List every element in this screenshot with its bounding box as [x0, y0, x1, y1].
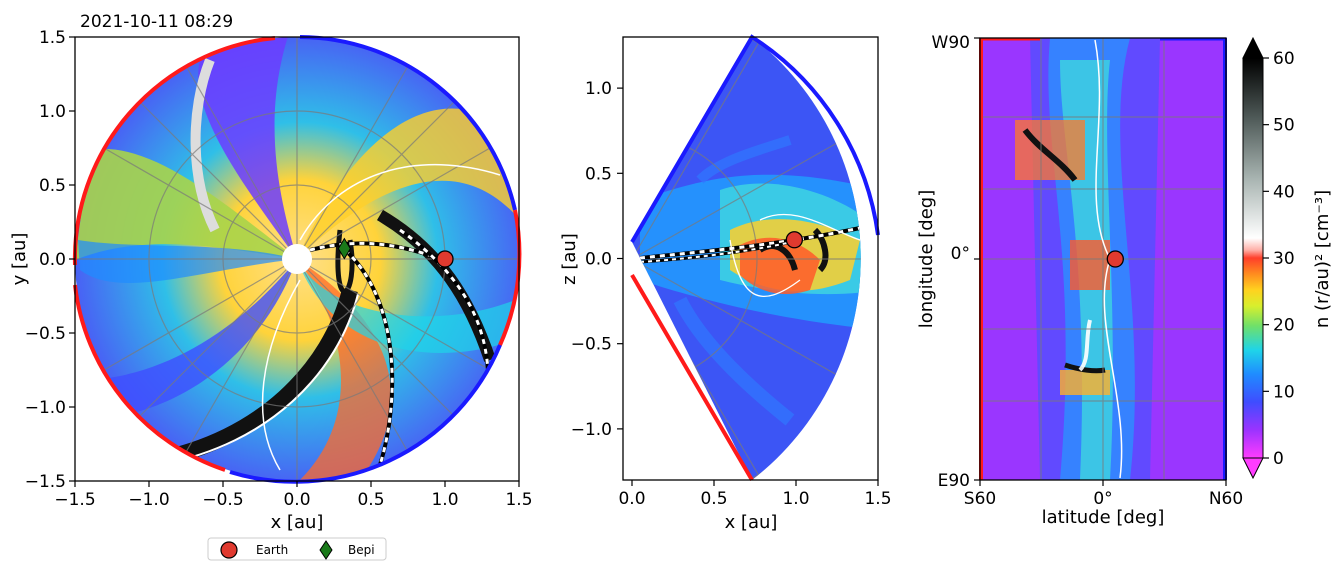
x-ticks-3: S60 0° N60 — [964, 480, 1243, 509]
p1-ytick-label: −1.0 — [25, 398, 66, 418]
p2-ytick-label: 0.5 — [585, 164, 612, 184]
markers-3 — [1106, 250, 1124, 268]
p2-ytick-label: 1.0 — [585, 79, 612, 99]
y-ticks-3: W90 0° E90 — [932, 33, 980, 491]
x-axis-label-1: x [au] — [271, 512, 324, 533]
cb-tick-label: 50 — [1273, 116, 1295, 136]
p2-xtick-label: 0.5 — [700, 489, 727, 509]
x-ticks-1: −1.5 −1.0 −0.5 0.0 0.5 1.0 1.5 — [54, 481, 533, 510]
boundary-arc-red-lower — [73, 284, 226, 472]
boundary-arc-red-right — [498, 209, 522, 346]
p1-ytick-label: −0.5 — [25, 324, 66, 344]
p1-xtick-label: −1.0 — [128, 490, 169, 510]
p1-xtick-label: 1.5 — [505, 490, 532, 510]
p3-xtick-label: N60 — [1209, 489, 1243, 509]
cb-tick-label: 40 — [1273, 182, 1295, 202]
p2-ytick-label: −1.0 — [571, 420, 612, 440]
p2-xtick-label: 0.0 — [618, 489, 645, 509]
boundary-blue-2 — [630, 34, 880, 244]
p1-xtick-label: 0.0 — [283, 490, 310, 510]
y-axis-label-1: y [au] — [9, 233, 30, 286]
colorbar-bar — [1242, 57, 1264, 459]
x-ticks-2: 0.0 0.5 1.0 1.5 — [618, 480, 892, 509]
inner-boundary — [282, 244, 312, 274]
legend-earth-label: Earth — [256, 543, 288, 557]
earth-marker-2 — [785, 231, 804, 249]
colorbar-extend-min — [1242, 457, 1264, 480]
boundary-arc-blue — [299, 35, 517, 211]
colorbar-label: n (r/au)² [cm⁻³] — [1312, 190, 1333, 328]
legend-bepi-marker — [319, 540, 333, 560]
colorbar-ticks: 0 10 20 30 40 50 60 — [1263, 49, 1295, 469]
p1-xtick-label: 1.0 — [431, 490, 458, 510]
cb-tick-label: 30 — [1273, 249, 1295, 269]
cb-tick-label: 20 — [1273, 316, 1295, 336]
p1-ytick-label: 0.0 — [39, 250, 66, 270]
y-ticks-1: −1.5 −1.0 −0.5 0.0 0.5 1.0 1.5 — [25, 28, 75, 492]
legend-bepi-label: Bepi — [348, 543, 375, 557]
x-axis-label-2: x [au] — [725, 512, 778, 533]
p1-xtick-label: −0.5 — [202, 490, 243, 510]
p1-ytick-label: −1.5 — [25, 472, 66, 492]
chart-title: 2021-10-11 08:29 — [80, 12, 233, 32]
p3-ytick-label: E90 — [938, 471, 970, 491]
p1-ytick-label: 1.0 — [39, 102, 66, 122]
p2-ytick-label: −0.5 — [571, 335, 612, 355]
markers-1 — [337, 237, 454, 268]
earth-marker-3 — [1106, 250, 1124, 268]
boundary-arc-red — [72, 36, 276, 266]
p3-xtick-label: 0° — [1093, 489, 1112, 509]
legend-box — [207, 537, 387, 561]
p2-xtick-label: 1.5 — [864, 489, 891, 509]
y-axis-label-2: z [au] — [559, 233, 580, 285]
p2-xtick-label: 1.0 — [782, 489, 809, 509]
colorbar: 0 10 20 30 40 50 60 n (r/au)² [cm⁻³] — [1242, 36, 1333, 480]
bepi-marker — [337, 237, 351, 260]
p1-xtick-label: 0.5 — [357, 490, 384, 510]
markers-2 — [785, 231, 804, 249]
p3-ytick-label: W90 — [932, 33, 970, 53]
p3-xtick-label: S60 — [964, 489, 996, 509]
cb-tick-label: 10 — [1273, 382, 1295, 402]
y-ticks-2: −1.0 −0.5 0.0 0.5 1.0 — [571, 79, 623, 440]
y-axis-label-3: longitude [deg] — [916, 190, 937, 329]
legend-earth-marker — [220, 541, 238, 559]
x-axis-label-3: latitude [deg] — [1042, 507, 1165, 528]
panel-equatorial: −1.5 −1.0 −0.5 0.0 0.5 1.0 1.5 −1.5 −1.0 −0.5 0.0… — [9, 12, 533, 533]
p1-ytick-label: 0.5 — [39, 176, 66, 196]
p1-xtick-label: −1.5 — [54, 490, 95, 510]
boundary-red-2 — [630, 273, 754, 482]
colorbar-extend-max — [1242, 36, 1264, 59]
p2-ytick-label: 0.0 — [585, 250, 612, 270]
cb-tick-label: 60 — [1273, 49, 1295, 69]
legend: Earth Bepi — [207, 537, 387, 561]
p3-ytick-label: 0° — [951, 244, 970, 264]
p1-ytick-label: 1.5 — [39, 28, 66, 48]
cb-tick-label: 0 — [1273, 449, 1284, 469]
panel-lat-lon: S60 0° N60 W90 0° E90 latitude [deg] longitu… — [916, 33, 1243, 528]
earth-marker — [436, 250, 454, 268]
latlon-density-map — [980, 38, 1226, 480]
